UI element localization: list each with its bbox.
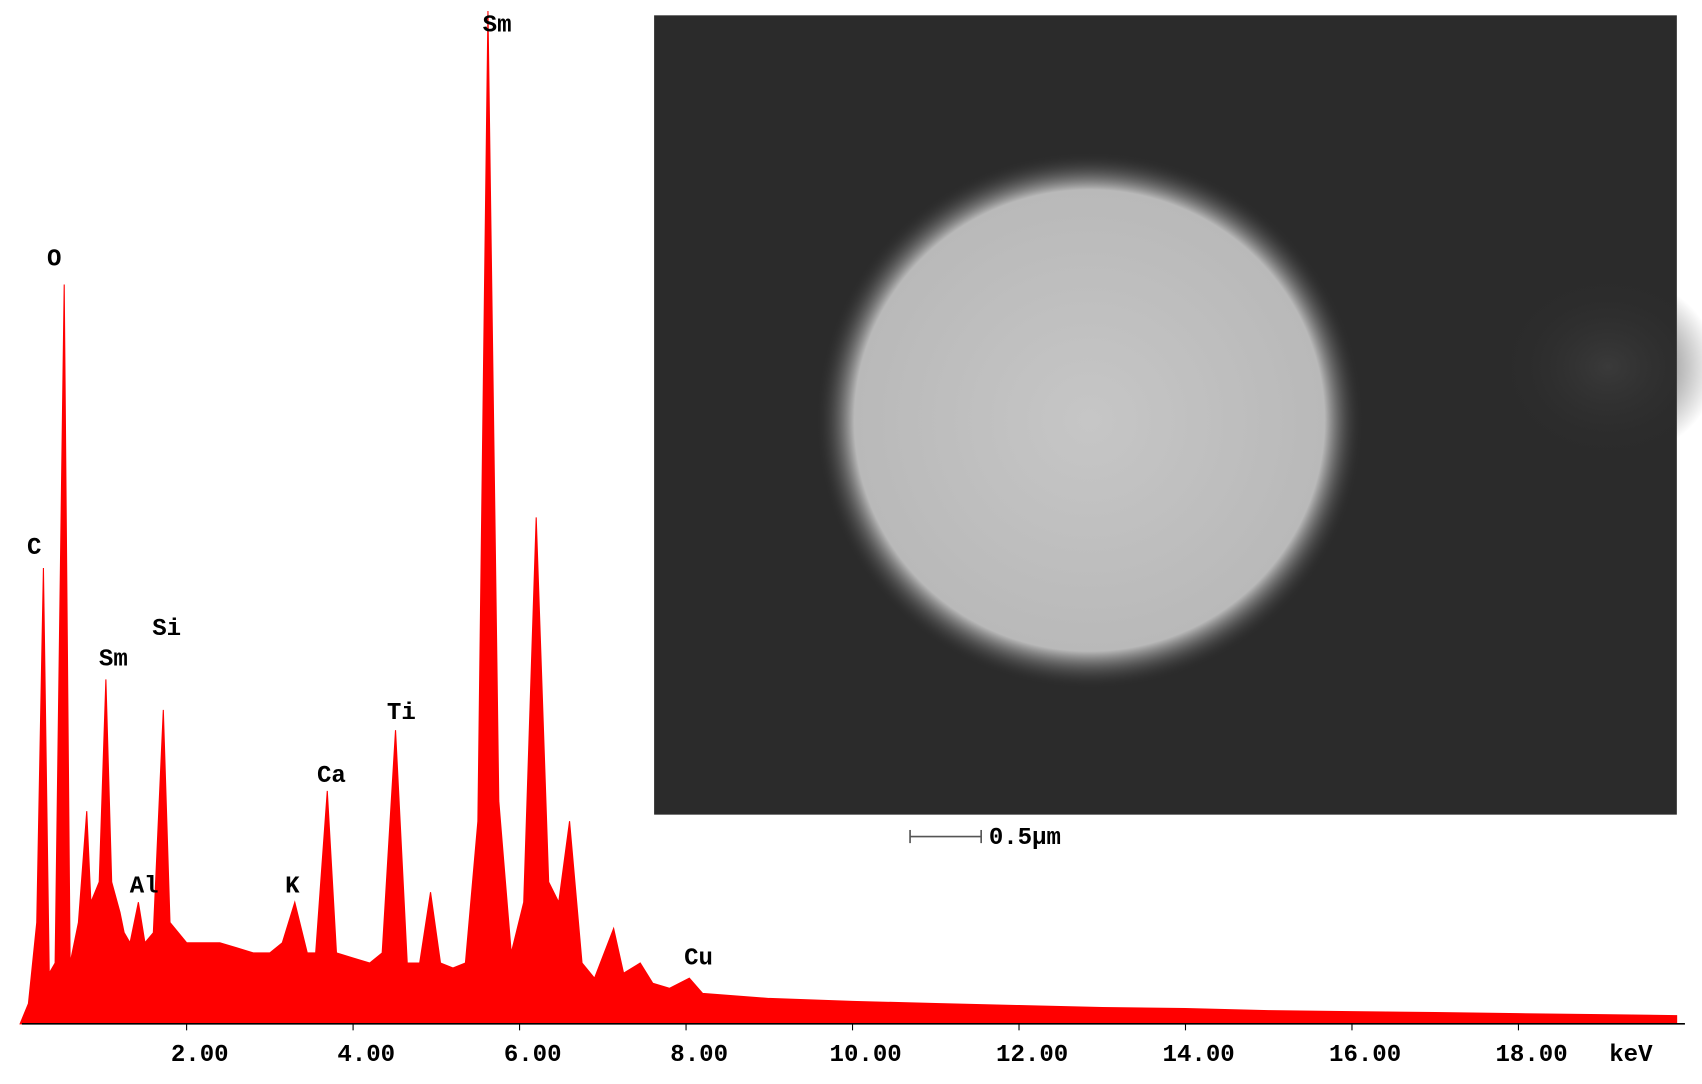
peak-label: Sm xyxy=(483,12,512,39)
peak-label: Sm xyxy=(99,647,128,674)
peak-label: Ti xyxy=(387,700,416,727)
sem-image xyxy=(654,15,1702,815)
x-axis-label: keV xyxy=(1609,1042,1653,1069)
peak-label: Si xyxy=(152,616,181,643)
x-tick-label: 4.00 xyxy=(337,1042,395,1069)
x-tick-label: 12.00 xyxy=(996,1042,1068,1069)
x-tick-label: 8.00 xyxy=(670,1042,728,1069)
peak-label: O xyxy=(47,246,61,273)
spectrum-area xyxy=(19,10,1678,1025)
scale-bar: 0.5µm xyxy=(909,825,1061,852)
particle xyxy=(815,152,1363,689)
peak-label: C xyxy=(27,535,41,562)
scale-bar-label: 0.5µm xyxy=(989,825,1061,852)
x-tick-label: 14.00 xyxy=(1163,1042,1235,1069)
peak-label: K xyxy=(285,873,300,900)
x-tick-label: 18.00 xyxy=(1495,1042,1567,1069)
x-tick-label: 16.00 xyxy=(1329,1042,1401,1069)
peak-label: Cu xyxy=(684,945,713,972)
x-tick-label: 10.00 xyxy=(830,1042,902,1069)
x-tick-label: 2.00 xyxy=(171,1042,229,1069)
x-tick-label: 6.00 xyxy=(504,1042,562,1069)
peak-label: Al xyxy=(130,873,159,900)
peak-label: Ca xyxy=(317,763,346,790)
particle-faint xyxy=(1498,273,1702,460)
